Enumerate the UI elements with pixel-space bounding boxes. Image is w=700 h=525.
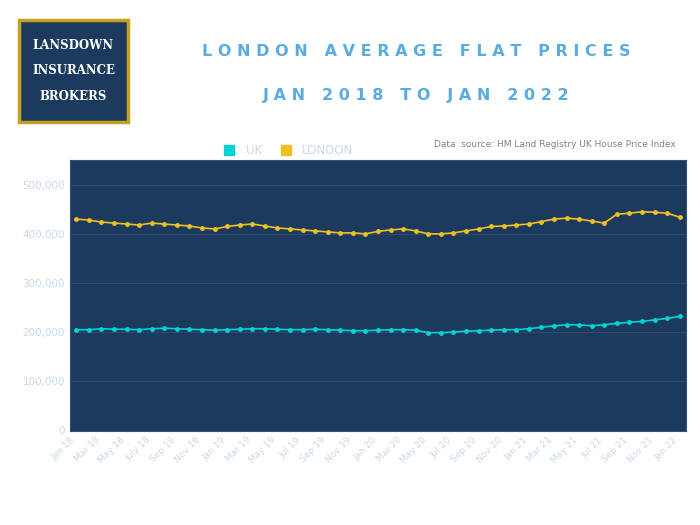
Text: J A N   2 0 1 8   T O   J A N   2 0 2 2: J A N 2 0 1 8 T O J A N 2 0 2 2 (263, 88, 570, 102)
Text: INSURANCE: INSURANCE (32, 65, 115, 77)
Text: BROKERS: BROKERS (40, 90, 107, 103)
FancyBboxPatch shape (19, 20, 128, 122)
Text: Data  source: HM Land Registry UK House Price Index: Data source: HM Land Registry UK House P… (434, 140, 676, 149)
Text: L O N D O N   A V E R A G E   F L A T   P R I C E S: L O N D O N A V E R A G E F L A T P R I … (202, 44, 631, 58)
Legend: UK, LONDON: UK, LONDON (213, 139, 358, 161)
Text: LANSDOWN: LANSDOWN (33, 39, 114, 52)
